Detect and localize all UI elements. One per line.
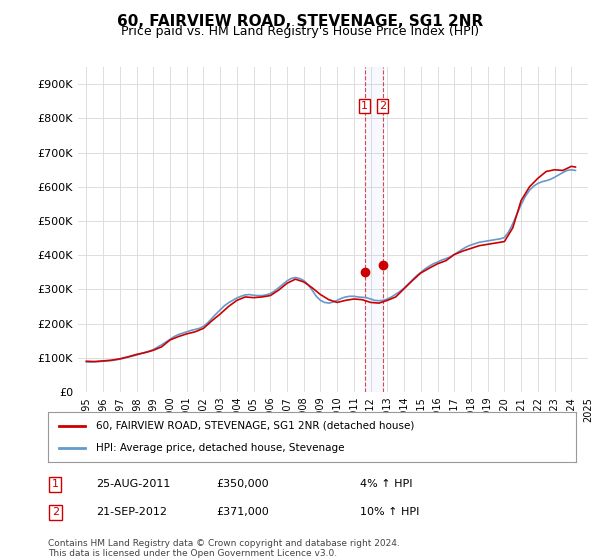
- Text: 60, FAIRVIEW ROAD, STEVENAGE, SG1 2NR (detached house): 60, FAIRVIEW ROAD, STEVENAGE, SG1 2NR (d…: [95, 421, 414, 431]
- Text: 21-SEP-2012: 21-SEP-2012: [96, 507, 167, 517]
- Text: 2: 2: [379, 101, 386, 111]
- Text: 25-AUG-2011: 25-AUG-2011: [96, 479, 170, 489]
- Text: £371,000: £371,000: [216, 507, 269, 517]
- Text: 10% ↑ HPI: 10% ↑ HPI: [360, 507, 419, 517]
- Text: 60, FAIRVIEW ROAD, STEVENAGE, SG1 2NR: 60, FAIRVIEW ROAD, STEVENAGE, SG1 2NR: [117, 14, 483, 29]
- Text: HPI: Average price, detached house, Stevenage: HPI: Average price, detached house, Stev…: [95, 443, 344, 453]
- Text: £350,000: £350,000: [216, 479, 269, 489]
- Text: 2: 2: [52, 507, 59, 517]
- Text: 1: 1: [361, 101, 368, 111]
- Text: 4% ↑ HPI: 4% ↑ HPI: [360, 479, 413, 489]
- Bar: [365, 67, 383, 392]
- Text: Contains HM Land Registry data © Crown copyright and database right 2024.
This d: Contains HM Land Registry data © Crown c…: [48, 539, 400, 558]
- Text: 1: 1: [52, 479, 59, 489]
- Text: Price paid vs. HM Land Registry's House Price Index (HPI): Price paid vs. HM Land Registry's House …: [121, 25, 479, 38]
